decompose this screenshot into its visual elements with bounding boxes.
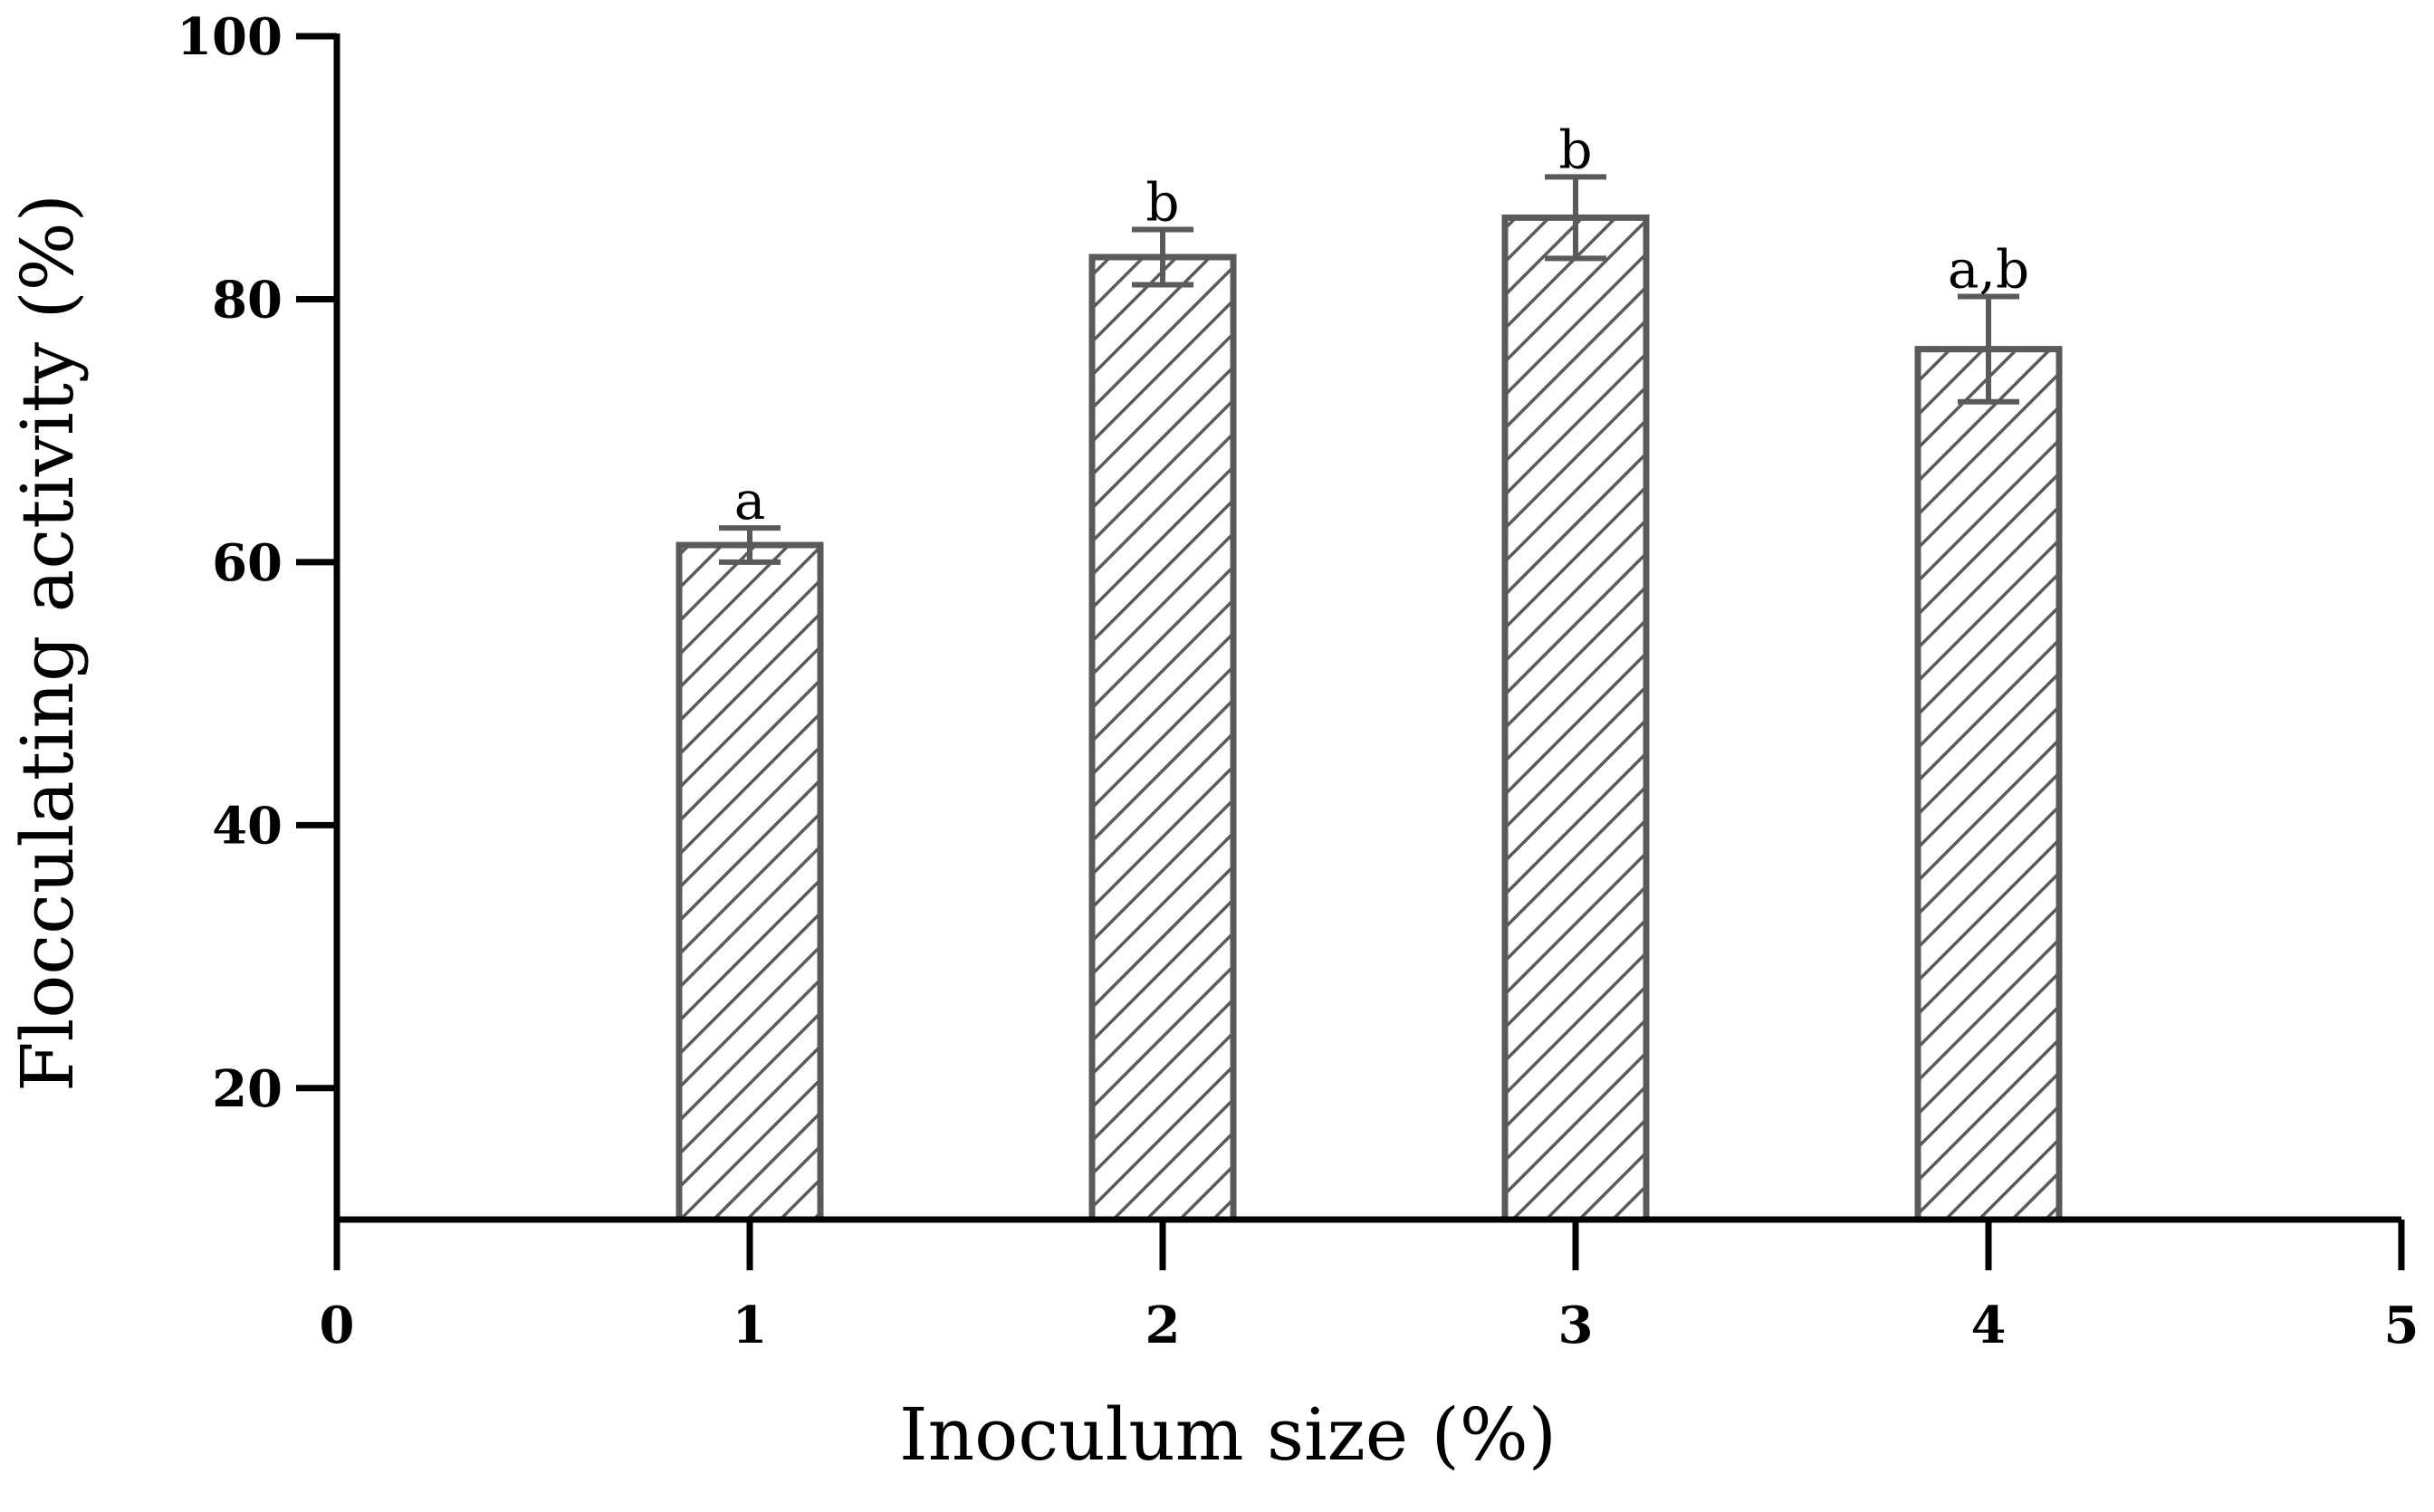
bar-1 [676, 541, 824, 1223]
bar-3 [1501, 214, 1650, 1223]
y-tick-label-20: 20 [212, 1059, 283, 1119]
x-tick-label-1: 1 [733, 1296, 768, 1355]
bar-2 [1088, 254, 1237, 1223]
x-axis-title: Inoculum size (%) [899, 1392, 1557, 1477]
x-tick-label-5: 5 [2384, 1296, 2420, 1355]
significance-label-3: b [1558, 119, 1592, 180]
x-tick-label-3: 3 [1558, 1296, 1594, 1355]
significance-label-1: a [734, 470, 766, 531]
x-tick-label-0: 0 [320, 1296, 355, 1355]
significance-label-2: b [1145, 171, 1179, 233]
bar-4 [1914, 346, 2063, 1223]
y-tick-label-40: 40 [212, 796, 283, 856]
y-axis-title: Flocculating activity (%) [5, 194, 90, 1092]
x-tick-label-2: 2 [1145, 1296, 1181, 1355]
significance-label-4: a,b [1948, 239, 2029, 301]
y-tick-label-80: 80 [212, 270, 283, 330]
x-tick-label-4: 4 [1971, 1296, 2007, 1355]
y-tick-label-60: 60 [212, 533, 283, 593]
plot-area: a b b a,b 0 1 2 3 4 5 20 40 60 80 100 [177, 7, 2419, 1355]
y-tick-label-100: 100 [177, 7, 283, 67]
